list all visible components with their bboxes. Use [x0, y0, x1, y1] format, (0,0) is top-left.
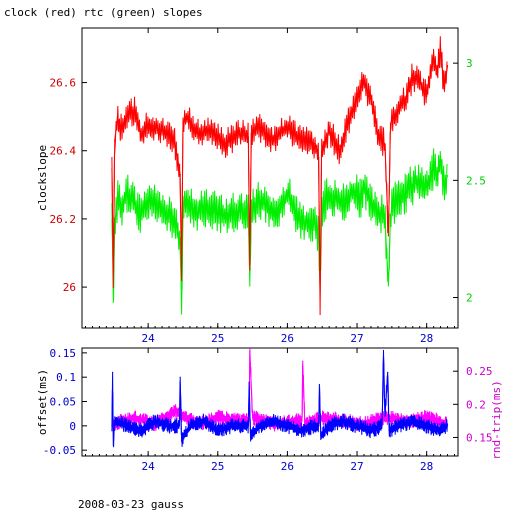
y-tick-label: 0.05	[50, 396, 77, 409]
x-tick-label: 28	[420, 332, 433, 345]
x-tick-label: 25	[211, 460, 224, 473]
offset-left-y-axis: -0.05 0 0.05 0.1 0.15	[43, 347, 87, 457]
clock-slope-series	[111, 36, 449, 315]
y-tick-label: 26.4	[50, 145, 77, 158]
slopes-x-axis: 24 25 26 27 28	[84, 28, 456, 345]
y-tick-label: 0.15	[466, 431, 493, 444]
x-tick-label: 27	[350, 460, 363, 473]
y-tick-label: 0.2	[466, 398, 486, 411]
y-tick-label: 0	[69, 420, 76, 433]
x-tick-label: 24	[142, 332, 156, 345]
rtc-slope-series	[111, 148, 449, 315]
rtc-slope-line	[111, 156, 449, 314]
clock-slope-noise	[111, 36, 448, 288]
x-tick-label: 24	[142, 460, 156, 473]
offset-x-axis: 24 25 26 27 28	[84, 348, 456, 473]
x-tick-label: 28	[420, 460, 433, 473]
x-tick-label: 25	[211, 332, 224, 345]
y-tick-label: -0.05	[43, 444, 76, 457]
slopes-plot-frame	[81, 27, 459, 329]
offset-right-y-axis: 0.15 0.2 0.25	[453, 365, 493, 444]
slopes-left-y-axis: 26 26.2 26.4 26.6	[50, 77, 87, 294]
round-trip-y-axis-label: rnd-trip(ms)	[490, 380, 503, 459]
x-tick-label: 26	[281, 460, 294, 473]
y-tick-label: 0.25	[466, 365, 493, 378]
offset-noise	[111, 356, 448, 448]
slopes-right-y-axis: 22.53	[453, 57, 486, 305]
clock-slope-line	[111, 48, 449, 315]
chart-title: clock (red) rtc (green) slopes	[4, 6, 203, 19]
y-tick-label: 2.5	[466, 174, 486, 187]
offset-y-axis-label: offset(ms)	[36, 369, 49, 435]
y-tick-label: 26.2	[50, 213, 77, 226]
offset-line	[111, 350, 448, 446]
offset-panel: 24 25 26 27 28 -0.05 0 0.05 0.1 0.15 0.15 0.2 0.25…	[36, 347, 503, 473]
x-tick-label: 27	[350, 332, 363, 345]
x-tick-label: 26	[281, 332, 294, 345]
footer-label: 2008-03-23 gauss	[78, 498, 184, 511]
y-tick-label: 26	[63, 281, 76, 294]
y-tick-label: 26.6	[50, 77, 77, 90]
offset-series	[111, 349, 449, 448]
y-tick-label: 2	[466, 292, 473, 305]
slopes-y-axis-label: clockslope	[36, 145, 49, 211]
y-tick-label: 0.15	[50, 347, 77, 360]
rtc-slope-noise	[111, 148, 448, 301]
y-tick-label: 0.1	[56, 371, 76, 384]
y-tick-label: 3	[466, 57, 473, 70]
